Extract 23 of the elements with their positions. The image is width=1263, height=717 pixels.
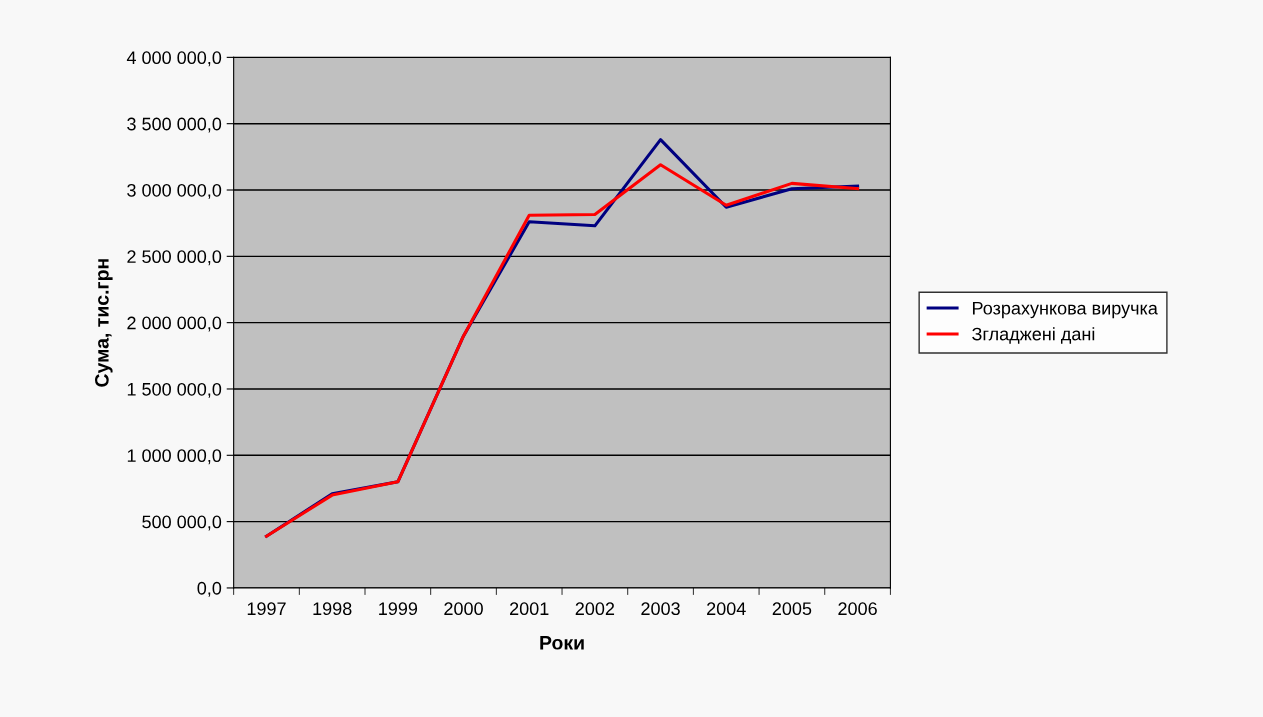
y-axis-title: Сума, тис.грн — [94, 259, 113, 387]
x-tick-label: 1999 — [379, 602, 418, 616]
y-tick-label: 1 500 000,0 — [127, 382, 222, 398]
y-tick-label: 2 000 000,0 — [127, 316, 222, 332]
x-tick-label: 2001 — [510, 602, 549, 616]
x-tick-label: 2006 — [838, 602, 877, 616]
x-axis-title: Роки — [540, 636, 584, 650]
x-tick-label: 2002 — [575, 602, 615, 616]
y-tick-label: 3 000 000,0 — [127, 183, 222, 199]
y-tick-label: 0,0 — [197, 581, 222, 597]
x-tick-label: 1997 — [247, 602, 286, 616]
y-tick-label: 4 000 000,0 — [126, 51, 222, 67]
y-tick-label: 2 500 000,0 — [127, 250, 222, 266]
y-tick-label: 1 000 000,0 — [127, 449, 222, 465]
x-tick-label: 2003 — [641, 602, 680, 616]
legend-label: Згладжені дані — [972, 327, 1095, 344]
x-tick-label: 2000 — [444, 602, 483, 616]
x-tick-label: 1998 — [313, 602, 352, 616]
legend-label: Розрахункова виручка — [972, 301, 1158, 319]
y-tick-label: 500 000,0 — [142, 515, 222, 531]
x-tick-label: 2004 — [707, 602, 746, 616]
y-tick-label: 3 500 000,0 — [127, 117, 222, 133]
x-tick-label: 2005 — [772, 602, 812, 616]
